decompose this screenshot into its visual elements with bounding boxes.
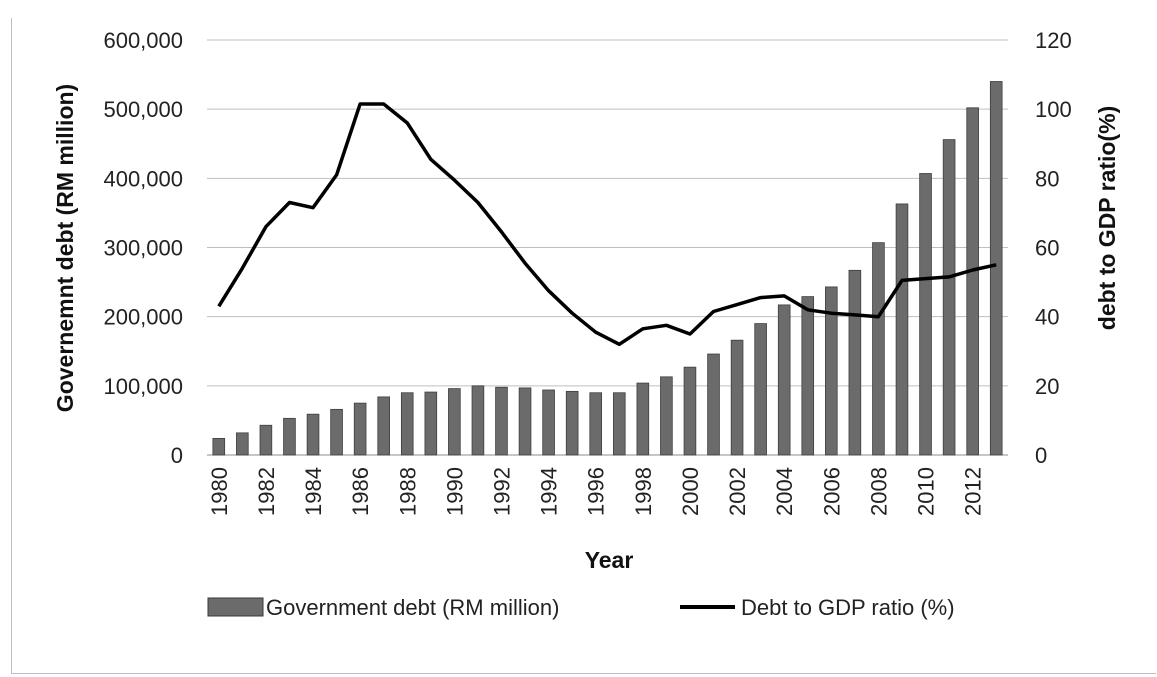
bar-2011 bbox=[942, 139, 956, 456]
y2-axis-title: debt to GDP ratio(%) bbox=[1094, 106, 1120, 330]
bar-1981 bbox=[236, 432, 249, 456]
x-tick-label: 1980 bbox=[207, 467, 232, 516]
bar-2002 bbox=[730, 339, 744, 456]
bar-2013 bbox=[989, 81, 1003, 456]
y2-tick-label: 120 bbox=[1035, 28, 1072, 53]
legend: Government debt (RM million) Debt to GDP… bbox=[207, 595, 955, 620]
chart-frame bbox=[11, 18, 1156, 674]
y-tick-label: 200,000 bbox=[103, 305, 183, 330]
x-tick-label: 1990 bbox=[442, 467, 467, 516]
bar-1982 bbox=[259, 424, 273, 456]
bar-series-government-debt bbox=[212, 81, 1003, 456]
bar-2000 bbox=[683, 366, 697, 456]
legend-bar-swatch bbox=[207, 597, 264, 617]
bar-1992 bbox=[495, 386, 508, 456]
bar-1996 bbox=[589, 392, 603, 456]
x-tick-label: 1982 bbox=[254, 467, 279, 516]
x-tick-label: 1996 bbox=[584, 467, 609, 516]
gridlines bbox=[207, 39, 1008, 456]
x-tick-label: 2012 bbox=[961, 467, 986, 516]
y-axis-title: Governemnt debt (RM million) bbox=[52, 84, 78, 412]
right-axis-ticks: 0 20 40 60 80 100 120 bbox=[1035, 28, 1072, 468]
bar-2003 bbox=[754, 323, 767, 456]
left-axis-ticks: 0 100,000 200,000 300,000 400,000 500,000 600,… bbox=[103, 28, 183, 468]
y2-tick-label: 40 bbox=[1035, 305, 1059, 330]
x-tick-label: 1998 bbox=[631, 467, 656, 516]
bar-2005 bbox=[801, 296, 815, 456]
x-tick-label: 2010 bbox=[914, 467, 939, 516]
line-debt-to-gdp-ratio bbox=[217, 102, 997, 347]
y-tick-label: 400,000 bbox=[103, 166, 183, 191]
y2-tick-label: 60 bbox=[1035, 236, 1059, 261]
x-tick-label: 2008 bbox=[866, 467, 891, 516]
y2-tick-label: 80 bbox=[1035, 166, 1059, 191]
bar-1995 bbox=[565, 390, 579, 456]
bar-2007 bbox=[848, 269, 862, 456]
legend-label-government-debt: Government debt (RM million) bbox=[266, 595, 559, 620]
line-series-debt-to-gdp bbox=[217, 102, 997, 347]
bar-1984 bbox=[306, 413, 320, 456]
bar-1985 bbox=[330, 408, 343, 456]
bar-2001 bbox=[707, 353, 720, 456]
y2-tick-label: 20 bbox=[1035, 374, 1059, 399]
bar-2010 bbox=[919, 173, 932, 456]
bar-1994 bbox=[542, 389, 555, 456]
y-tick-label: 300,000 bbox=[103, 236, 183, 261]
bar-2004 bbox=[777, 304, 791, 456]
bar-1998 bbox=[636, 382, 650, 456]
x-axis-ticks: 1980 1982 1984 1986 1988 1990 1992 1994 1996 1998… bbox=[207, 467, 986, 516]
y-tick-label: 600,000 bbox=[103, 28, 183, 53]
x-tick-label: 1988 bbox=[395, 467, 420, 516]
bar-2006 bbox=[825, 286, 838, 456]
x-axis-title: Year bbox=[585, 547, 634, 573]
x-tick-label: 2006 bbox=[819, 467, 844, 516]
bar-1999 bbox=[660, 376, 673, 456]
bar-1997 bbox=[612, 392, 626, 456]
x-tick-label: 1984 bbox=[301, 467, 326, 516]
x-tick-label: 1994 bbox=[537, 467, 562, 516]
x-tick-label: 2002 bbox=[725, 467, 750, 516]
bar-1980 bbox=[212, 437, 226, 456]
bar-1986 bbox=[353, 402, 367, 456]
bar-1987 bbox=[377, 396, 390, 456]
y-tick-label: 100,000 bbox=[103, 374, 183, 399]
x-tick-label: 1986 bbox=[348, 467, 373, 516]
bar-1993 bbox=[518, 387, 532, 456]
bar-1983 bbox=[283, 417, 296, 456]
bar-2008 bbox=[872, 242, 885, 456]
y-tick-label: 500,000 bbox=[103, 97, 183, 122]
bar-1990 bbox=[448, 388, 461, 456]
legend-label-debt-to-gdp: Debt to GDP ratio (%) bbox=[741, 595, 955, 620]
y-tick-label: 0 bbox=[171, 443, 183, 468]
bar-1989 bbox=[424, 391, 438, 456]
x-tick-label: 2000 bbox=[678, 467, 703, 516]
y2-tick-label: 0 bbox=[1035, 443, 1047, 468]
y2-tick-label: 100 bbox=[1035, 97, 1072, 122]
bar-1988 bbox=[400, 392, 414, 456]
bar-2012 bbox=[966, 107, 979, 456]
bar-2009 bbox=[895, 203, 909, 456]
bar-1991 bbox=[471, 385, 485, 456]
x-tick-label: 1992 bbox=[489, 467, 514, 516]
x-tick-label: 2004 bbox=[772, 467, 797, 516]
